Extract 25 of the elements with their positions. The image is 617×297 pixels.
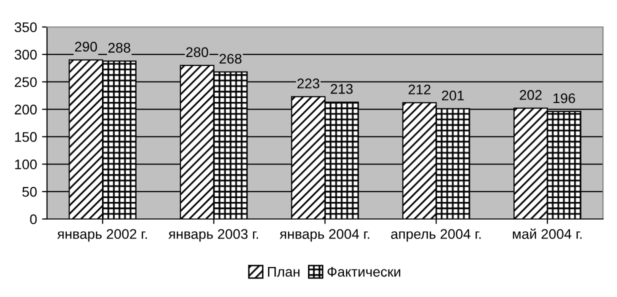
data-label: 213 <box>330 84 353 94</box>
data-label: 223 <box>297 78 320 88</box>
x-tick-label: январь 2004 г. <box>280 229 370 242</box>
x-tick-label: январь 2003 г. <box>168 229 258 242</box>
y-tick-label: 150 <box>15 132 37 142</box>
data-label: 290 <box>75 42 97 52</box>
legend-label: Фактически <box>328 266 400 277</box>
data-label: 288 <box>108 42 130 53</box>
y-tick-label: 100 <box>15 159 37 170</box>
y-tick-label: 250 <box>14 77 37 88</box>
y-tick-label: 350 <box>14 22 37 32</box>
data-label: 196 <box>554 93 576 104</box>
legend-label: План <box>268 267 300 277</box>
data-label: 280 <box>186 47 208 58</box>
data-label: 202 <box>520 90 542 100</box>
x-tick-label: апрель 2004 г. <box>391 229 481 242</box>
y-tick-label: 300 <box>14 50 37 60</box>
data-label: 201 <box>442 90 464 100</box>
data-label: 268 <box>220 54 242 64</box>
y-tick-label: 50 <box>22 186 37 197</box>
data-label: 212 <box>408 84 430 94</box>
y-tick-label: 200 <box>14 104 37 114</box>
x-tick-label: январь 2002 г. <box>57 229 147 242</box>
y-tick-label: 0 <box>30 214 37 224</box>
x-tick-label: май 2004 г. <box>512 228 582 239</box>
